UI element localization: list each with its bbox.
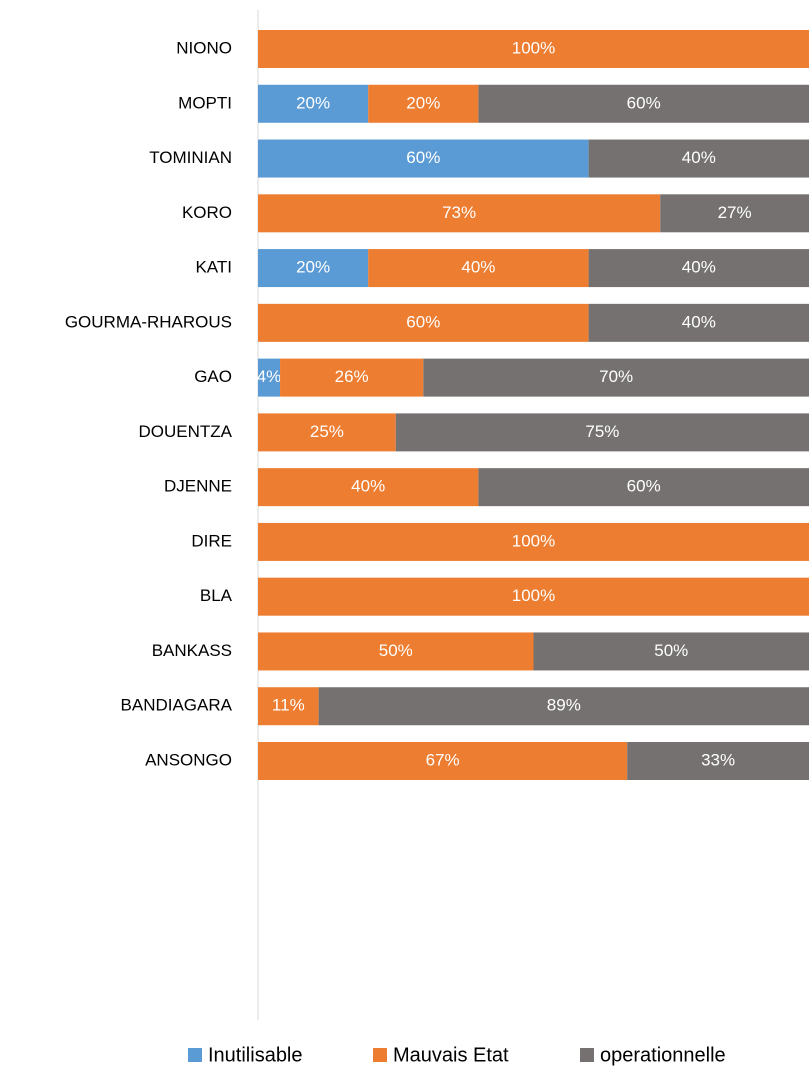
bar-segment	[395, 413, 809, 452]
value-label: 60%	[406, 148, 440, 167]
value-label: 40%	[682, 312, 716, 331]
value-label: 50%	[379, 641, 413, 660]
bar-segment	[258, 632, 534, 671]
value-label: 70%	[599, 367, 633, 386]
category-label: DOUENTZA	[139, 422, 233, 441]
value-label: 100%	[512, 38, 555, 57]
value-label: 4%	[257, 367, 282, 386]
bar-segment	[258, 742, 628, 780]
value-label: 26%	[335, 367, 369, 386]
bar-segment	[258, 687, 319, 726]
value-label: 73%	[442, 203, 476, 222]
bar-segment	[368, 84, 479, 123]
value-label: 100%	[512, 531, 555, 550]
value-label: 60%	[627, 93, 661, 112]
value-label: 27%	[718, 203, 752, 222]
bar-segment	[627, 742, 809, 780]
bar-segment	[258, 139, 589, 178]
legend-label: operationnelle	[600, 1044, 726, 1066]
value-label: 11%	[272, 696, 305, 715]
bar-segment	[478, 468, 809, 507]
value-label: 67%	[426, 750, 460, 769]
category-label: GOURMA-RHAROUS	[65, 312, 232, 331]
bar-segment	[258, 303, 589, 342]
bar-segment	[368, 249, 589, 288]
bar-segment	[258, 413, 396, 452]
bar-segment	[258, 194, 661, 233]
value-label: 89%	[547, 696, 581, 715]
value-label: 40%	[351, 477, 385, 496]
category-label: BLA	[200, 586, 233, 605]
category-label: KORO	[182, 203, 232, 222]
category-label: BANDIAGARA	[121, 696, 233, 715]
bar-segment	[258, 84, 369, 123]
bar-segment	[660, 194, 809, 233]
category-label: BANKASS	[152, 641, 232, 660]
bar-segment	[258, 358, 281, 397]
bar-segment	[280, 358, 424, 397]
value-label: 25%	[310, 422, 344, 441]
value-label: 20%	[406, 93, 440, 112]
bar-segment	[258, 249, 369, 288]
category-label: DJENNE	[164, 477, 232, 496]
bar-segment	[258, 30, 809, 68]
bar-segment	[258, 522, 809, 561]
bar-segment	[533, 632, 809, 671]
value-label: 20%	[296, 258, 330, 277]
value-label: 33%	[701, 750, 735, 769]
category-label: MOPTI	[178, 93, 232, 112]
value-label: 60%	[406, 312, 440, 331]
legend-swatch	[373, 1048, 387, 1062]
category-label: KATI	[195, 258, 232, 277]
category-label: GAO	[194, 367, 232, 386]
value-label: 40%	[682, 258, 716, 277]
bar-segment	[588, 249, 809, 288]
value-label: 20%	[296, 93, 330, 112]
value-label: 50%	[654, 641, 688, 660]
category-label: DIRE	[191, 531, 232, 550]
category-label: NIONO	[176, 38, 232, 57]
value-label: 40%	[682, 148, 716, 167]
legend-label: Inutilisable	[208, 1044, 303, 1066]
bar-segment	[588, 139, 809, 178]
legend-label: Mauvais Etat	[393, 1044, 509, 1066]
category-label: TOMINIAN	[149, 148, 232, 167]
value-label: 100%	[512, 586, 555, 605]
value-label: 40%	[461, 258, 495, 277]
bar-segment	[258, 468, 479, 507]
bar-segment	[318, 687, 809, 726]
legend-swatch	[188, 1048, 202, 1062]
bar-segment	[478, 84, 809, 123]
bar-segment	[258, 577, 809, 616]
category-label: ANSONGO	[145, 750, 232, 769]
value-label: 60%	[627, 477, 661, 496]
bar-segment	[588, 303, 809, 342]
legend-swatch	[580, 1048, 594, 1062]
bar-segment	[423, 358, 809, 397]
value-label: 75%	[585, 422, 619, 441]
